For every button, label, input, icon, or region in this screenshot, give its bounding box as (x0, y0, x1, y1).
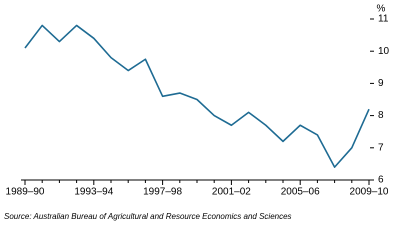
x-tick-label: 2005–06 (281, 187, 320, 198)
page: {"chart_data": {"type": "line", "y_unit"… (4, 3, 390, 222)
y-unit: % (377, 4, 386, 15)
chart: % Source: Australian Bureau of Agricultu… (4, 4, 390, 221)
source-note: Source: Australian Bureau of Agricultura… (4, 212, 292, 221)
x-tick-label: 1997–98 (143, 187, 182, 198)
y-tick-label: 9 (378, 78, 384, 89)
y-tick-label: 7 (378, 142, 384, 153)
x-tick-label: 2001–02 (212, 187, 251, 198)
data-line (24, 24, 370, 168)
x-tick-label: 2009–10 (350, 187, 389, 198)
x-tick-label: 1993–94 (74, 187, 113, 198)
y-tick-label: 8 (378, 110, 384, 121)
x-tick-label: 1989–90 (6, 187, 45, 198)
y-tick-label: 10 (378, 46, 390, 57)
y-tick-label: 11 (378, 14, 389, 25)
y-tick-label: 6 (378, 175, 384, 186)
